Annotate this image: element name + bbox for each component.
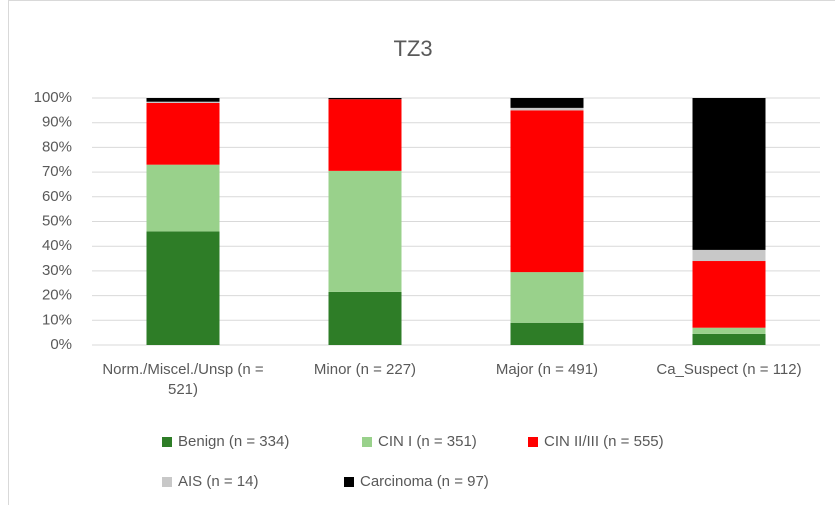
legend-swatch: [528, 437, 538, 447]
bar-segment: [510, 98, 584, 108]
x-tick-label: Norm./Miscel./Unsp (n = 521): [102, 361, 264, 398]
x-tick-label: Ca_Suspect (n = 112): [656, 361, 802, 378]
y-tick-label: 50%: [42, 212, 72, 229]
x-tick-label: Minor (n = 227): [313, 361, 417, 378]
legend-swatch: [362, 437, 372, 447]
bar-segment: [146, 98, 220, 102]
bar-segment: [146, 164, 220, 232]
x-tick-label: Major (n = 491): [495, 361, 599, 378]
bar-segment: [692, 261, 766, 328]
legend-label: Carcinoma (n = 97): [360, 473, 489, 490]
bar-segment: [328, 291, 402, 345]
y-tick-label: 40%: [42, 237, 72, 254]
y-tick-label: 70%: [42, 163, 72, 180]
legend-swatch: [162, 477, 172, 487]
legend-swatch: [162, 437, 172, 447]
legend-label: CIN I (n = 351): [378, 433, 477, 450]
bar-segment: [692, 98, 766, 250]
bar-segment: [692, 249, 766, 262]
bar-segment: [328, 170, 402, 292]
legend-label: AIS (n = 14): [178, 473, 258, 490]
chart-title: TZ3: [393, 36, 432, 61]
y-tick-label: 90%: [42, 114, 72, 131]
bar-segment: [146, 231, 220, 345]
legend-label: Benign (n = 334): [178, 433, 289, 450]
bar-segment: [146, 102, 220, 165]
bar-segment: [510, 322, 584, 345]
chart-border: [8, 0, 835, 505]
bar-segment: [328, 98, 402, 100]
legend-label: CIN II/III (n = 555): [544, 433, 664, 450]
y-tick-label: 20%: [42, 287, 72, 304]
bar-segment: [510, 107, 584, 111]
bar-segment: [328, 99, 402, 171]
y-tick-label: 80%: [42, 138, 72, 155]
bar-segment: [692, 333, 766, 345]
bar-segment: [146, 101, 220, 103]
y-tick-label: 30%: [42, 262, 72, 279]
bar-segment: [510, 110, 584, 273]
y-tick-label: 0%: [50, 336, 72, 353]
bar-segment: [692, 327, 766, 334]
y-tick-label: 100%: [34, 89, 72, 106]
y-tick-label: 10%: [42, 311, 72, 328]
legend-swatch: [344, 477, 354, 487]
bar-segment: [510, 272, 584, 323]
y-tick-label: 60%: [42, 188, 72, 205]
